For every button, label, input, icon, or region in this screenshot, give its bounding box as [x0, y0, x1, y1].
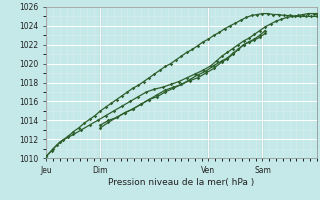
X-axis label: Pression niveau de la mer( hPa ): Pression niveau de la mer( hPa ) [108, 178, 255, 187]
